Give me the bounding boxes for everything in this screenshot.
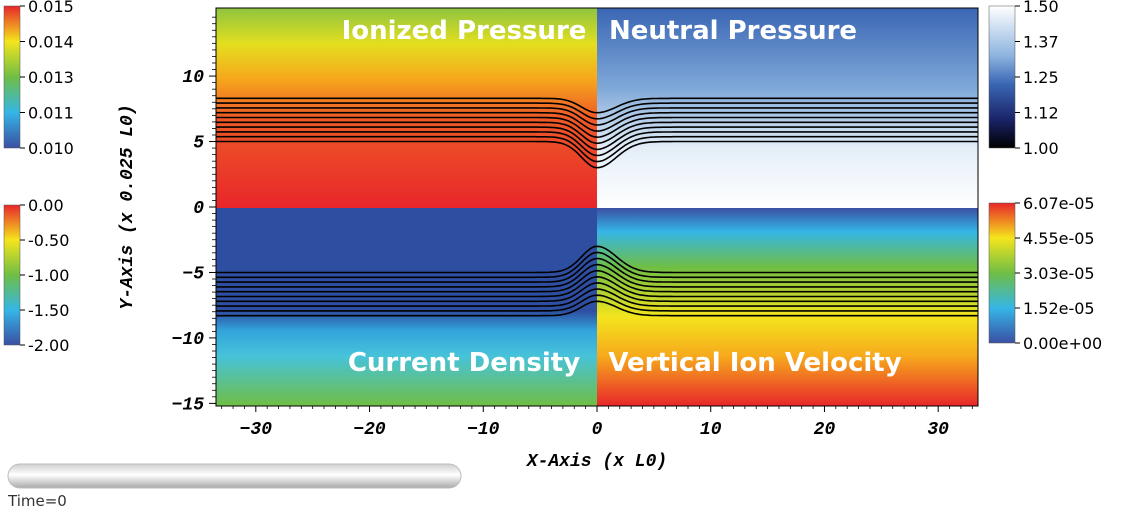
panel-title-ionized-pressure: Ionized Pressure — [342, 16, 587, 46]
y-axis-title: Y-Axis (x 0.025 L0) — [118, 104, 138, 309]
field-line — [216, 111, 978, 132]
time-slider[interactable] — [7, 463, 462, 489]
y-tick-label: −5 — [182, 264, 204, 284]
colorbar-neutral-pressure: 1.50 1.37 1.25 1.12 1.00 — [988, 0, 1059, 158]
x-tick-label: −20 — [353, 420, 386, 440]
x-tick-label: 0 — [592, 420, 603, 440]
quadrant-vertical-ion-velocity — [597, 208, 978, 406]
colorbar-label: 3.03e-05 — [1023, 264, 1095, 283]
field-line — [216, 102, 978, 120]
colorbar-label: 1.50 — [1023, 0, 1059, 16]
axes: −30 −20 −10 0 10 20 30 −15 −10 −5 0 5 10 — [172, 16, 973, 440]
colorbar-current-density: 0.00 -0.50 -1.00 -1.50 -2.00 — [3, 196, 69, 355]
colorbar-neutral-pressure-bar — [988, 5, 1016, 149]
panel-title-vertical-ion-velocity: Vertical Ion Velocity — [608, 348, 901, 378]
y-tick-label: 5 — [193, 134, 204, 154]
y-tick-label: 10 — [182, 68, 204, 88]
x-axis-title: X-Axis (x L0) — [526, 452, 667, 472]
colorbar-vertical-ion-velocity: 6.07e-05 4.55e-05 3.03e-05 1.52e-05 0.00e+00 — [988, 194, 1102, 353]
field-line — [216, 121, 978, 145]
field-line — [216, 282, 978, 303]
quadrant-current-density — [216, 208, 597, 406]
field-lines — [216, 97, 978, 317]
panel-title-current-density: Current Density — [348, 348, 580, 378]
colorbar-label: 6.07e-05 — [1023, 194, 1095, 213]
field-line — [216, 126, 978, 151]
field-line — [216, 300, 978, 317]
heatmap-quadrants — [216, 8, 978, 406]
x-tick-label: 10 — [700, 420, 722, 440]
field-line — [216, 269, 978, 293]
field-line — [216, 245, 978, 274]
field-line — [216, 140, 978, 169]
field-line — [216, 294, 978, 312]
x-tick-label: 20 — [814, 420, 836, 440]
colorbar-label: 0.013 — [28, 68, 74, 87]
colorbar-label: -0.50 — [28, 231, 69, 250]
colorbar-label: 0.010 — [28, 139, 74, 158]
field-line — [216, 257, 978, 283]
colorbar-label: 0.014 — [28, 33, 74, 52]
colorbar-label: 1.25 — [1023, 68, 1059, 87]
field-line — [216, 288, 978, 307]
y-tick-label: −15 — [172, 395, 205, 415]
field-line — [216, 135, 978, 163]
field-line — [216, 275, 978, 298]
x-tick-label: −30 — [240, 420, 273, 440]
colorbar-label: -1.50 — [28, 301, 69, 320]
colorbar-label: -2.00 — [28, 336, 69, 355]
colorbar-label: 0.00 — [28, 196, 64, 215]
field-line — [216, 107, 978, 126]
x-tick-label: 30 — [927, 420, 949, 440]
y-tick-label: −10 — [172, 330, 205, 350]
colorbar-label: 1.12 — [1023, 104, 1059, 123]
y-tick-label: 0 — [193, 199, 204, 219]
field-line — [216, 116, 978, 139]
colorbar-label: 0.015 — [28, 0, 74, 16]
panel-title-neutral-pressure: Neutral Pressure — [609, 16, 857, 46]
colorbar-label: -1.00 — [28, 266, 69, 285]
field-line — [216, 131, 978, 157]
time-label: Time=0 — [7, 492, 67, 510]
colorbar-current-density-bar — [3, 204, 21, 346]
colorbar-label: 1.37 — [1023, 33, 1059, 52]
x-tick-label: −10 — [467, 420, 500, 440]
field-line — [216, 97, 978, 114]
field-line — [216, 263, 978, 288]
colorbar-label: 0.00e+00 — [1023, 334, 1102, 353]
colorbar-label: 1.52e-05 — [1023, 299, 1095, 318]
colorbar-label: 1.00 — [1023, 139, 1059, 158]
field-line — [216, 251, 978, 279]
colorbar-ionized-pressure-bar — [3, 5, 21, 149]
colorbar-label: 0.011 — [28, 104, 74, 123]
colorbar-vertical-ion-velocity-bar — [988, 202, 1016, 344]
colorbar-label: 4.55e-05 — [1023, 229, 1095, 248]
colorbar-ionized-pressure: 0.015 0.014 0.013 0.011 0.010 — [3, 0, 74, 158]
